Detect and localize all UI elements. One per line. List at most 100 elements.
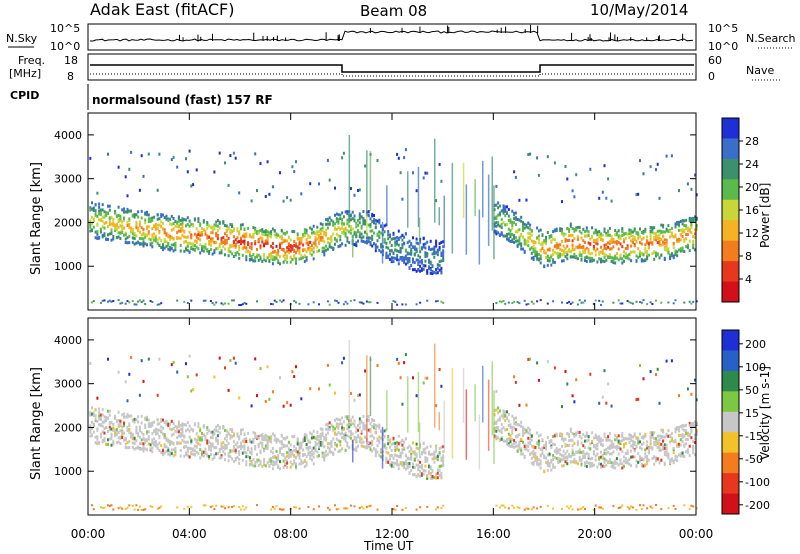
velocity-cell <box>130 431 133 435</box>
power-cell <box>580 236 583 240</box>
power-cell <box>529 232 532 236</box>
power-cell <box>536 226 539 230</box>
power-cell <box>686 233 689 237</box>
power-cell <box>555 246 558 250</box>
power-cell <box>96 230 99 234</box>
velocity-cell <box>335 417 338 421</box>
velocity-cell <box>502 504 505 507</box>
velocity-cell <box>231 457 234 461</box>
power-cell <box>607 241 610 245</box>
power-cell <box>266 160 269 164</box>
power-cell <box>639 254 641 258</box>
velocity-cell <box>160 418 163 422</box>
velocity-cell <box>298 442 301 446</box>
velocity-cell <box>201 438 203 442</box>
velocity-cell <box>658 441 661 445</box>
velocity-cell <box>201 432 203 435</box>
velocity-cell <box>536 507 539 510</box>
power-cell <box>277 250 280 254</box>
velocity-cell <box>428 470 430 474</box>
velocity-cell <box>396 444 399 448</box>
velocity-cell <box>209 445 212 449</box>
power-cell <box>630 233 633 237</box>
power-cell <box>229 228 232 232</box>
velocity-cell <box>550 460 553 464</box>
velocity-cell <box>174 424 177 428</box>
power-cell <box>658 196 661 200</box>
velocity-cell <box>275 437 278 441</box>
power-cell <box>270 254 273 258</box>
velocity-cell <box>564 443 567 446</box>
velocity-cell <box>639 364 641 368</box>
velocity-cell <box>522 429 524 433</box>
power-cell <box>614 229 617 233</box>
velocity-cell <box>321 451 324 455</box>
velocity-cell <box>151 505 154 508</box>
velocity-cell <box>605 448 608 452</box>
power-cell <box>243 239 246 243</box>
power-cell <box>537 173 540 177</box>
velocity-cell <box>440 459 443 462</box>
power-cell <box>147 230 150 234</box>
velocity-cell <box>415 452 418 456</box>
velocity-cell <box>561 432 563 436</box>
velocity-cell <box>154 444 157 448</box>
power-cell <box>617 229 620 233</box>
velocity-cell <box>653 455 656 459</box>
velocity-cell <box>160 505 163 508</box>
power-cell <box>268 234 271 238</box>
velocity-cell <box>264 446 267 450</box>
velocity-cell <box>270 457 273 460</box>
power-cell <box>135 220 138 224</box>
velocity-cell <box>147 442 150 446</box>
velocity-cell <box>507 442 510 446</box>
velocity-cell <box>346 434 349 438</box>
power-cell <box>153 238 156 242</box>
velocity-cell <box>115 429 118 433</box>
velocity-cell <box>676 443 679 447</box>
power-cell <box>330 218 333 222</box>
power-cell <box>162 213 164 217</box>
power-cell <box>103 214 106 218</box>
power-cell <box>571 189 574 193</box>
velocity-cell <box>369 422 372 426</box>
velocity-cell <box>394 441 397 445</box>
power-cell <box>561 227 563 231</box>
velocity-cell <box>296 450 299 454</box>
velocity-cell <box>438 368 441 371</box>
velocity-cell <box>98 417 101 421</box>
power-cell <box>138 299 141 302</box>
power-cell <box>98 236 101 239</box>
power-cell <box>500 226 503 230</box>
velocity-cell <box>399 376 402 380</box>
power-cell <box>110 222 113 226</box>
velocity-cell <box>603 434 606 438</box>
power-cell <box>220 251 223 255</box>
velocity-cell <box>243 444 246 448</box>
velocity-cell <box>271 460 274 464</box>
power-cell <box>131 214 134 218</box>
velocity-cell <box>371 443 374 446</box>
velocity-cell <box>433 452 436 456</box>
velocity-cell <box>626 506 629 508</box>
power-cell <box>216 229 219 233</box>
velocity-cell <box>107 504 109 507</box>
velocity-cell <box>204 437 207 441</box>
velocity-cell <box>199 429 202 433</box>
velocity-cell <box>330 442 333 446</box>
velocity-cell <box>305 461 308 465</box>
velocity-cell <box>607 438 610 442</box>
power-cell <box>257 258 260 262</box>
power-cell <box>685 245 688 248</box>
velocity-cell <box>431 477 434 481</box>
power-cell <box>428 265 430 269</box>
velocity-cell <box>282 436 285 440</box>
power-cell <box>201 245 203 249</box>
power-cell <box>318 303 320 306</box>
velocity-cell <box>569 438 572 442</box>
power-cell <box>172 243 175 247</box>
power-cell <box>651 226 654 230</box>
power-cell <box>633 229 636 233</box>
power-cell <box>325 222 328 226</box>
velocity-cell <box>199 456 202 460</box>
